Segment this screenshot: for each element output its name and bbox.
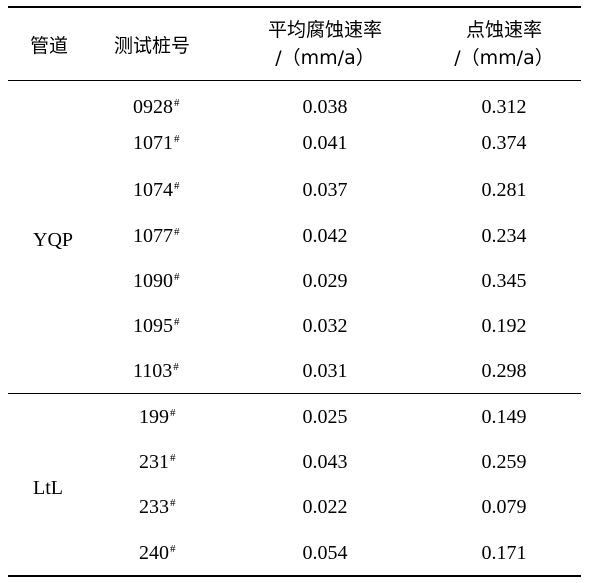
pit-rate-value: 0.171 <box>481 542 527 564</box>
group-rule <box>8 393 581 394</box>
pit-rate-value: 0.149 <box>481 406 527 428</box>
avg-rate-value: 0.025 <box>302 406 348 428</box>
pile-number: 231# <box>139 451 176 473</box>
pit-rate-value: 0.298 <box>481 360 527 382</box>
pile-number: 233# <box>139 496 176 518</box>
header-pit-rate: 点蚀速率 <box>465 19 543 41</box>
avg-rate-value: 0.043 <box>302 451 348 473</box>
pile-number: 1077# <box>133 225 180 247</box>
pile-number: 240# <box>139 542 176 564</box>
avg-rate-value: 0.054 <box>302 542 348 564</box>
pit-rate-value: 0.345 <box>481 270 527 292</box>
pile-number: 1090# <box>133 270 180 292</box>
avg-rate-value: 0.041 <box>302 132 348 154</box>
avg-rate-value: 0.032 <box>302 315 348 337</box>
header-pit-rate-unit: /（mm/a） <box>454 47 554 69</box>
header-avg-rate: 平均腐蚀速率 <box>267 19 383 41</box>
bottom-rule <box>8 575 581 577</box>
header-rule <box>8 80 581 81</box>
header-avg-rate-unit: /（mm/a） <box>275 47 375 69</box>
pile-number: 1071# <box>133 132 180 154</box>
top-rule <box>8 6 581 8</box>
pile-number: 199# <box>139 406 176 428</box>
pile-number: 1095# <box>133 315 180 337</box>
pit-rate-value: 0.374 <box>481 132 527 154</box>
avg-rate-value: 0.022 <box>302 496 348 518</box>
pile-number: 0928# <box>133 96 180 118</box>
pit-rate-value: 0.234 <box>481 225 527 247</box>
pile-number: 1074# <box>133 179 180 201</box>
group-label-ltl: LtL <box>33 477 63 499</box>
group-label-yqp: YQP <box>33 229 74 251</box>
pit-rate-value: 0.192 <box>481 315 527 337</box>
pit-rate-value: 0.079 <box>481 496 527 518</box>
avg-rate-value: 0.038 <box>302 96 348 118</box>
pit-rate-value: 0.259 <box>481 451 527 473</box>
avg-rate-value: 0.031 <box>302 360 348 382</box>
pit-rate-value: 0.312 <box>481 96 527 118</box>
pit-rate-value: 0.281 <box>481 179 527 201</box>
pile-number: 1103# <box>133 360 179 382</box>
avg-rate-value: 0.029 <box>302 270 348 292</box>
header-pile: 测试桩号 <box>114 35 191 57</box>
avg-rate-value: 0.037 <box>302 179 348 201</box>
header-pipeline: 管道 <box>30 35 69 57</box>
avg-rate-value: 0.042 <box>302 225 348 247</box>
